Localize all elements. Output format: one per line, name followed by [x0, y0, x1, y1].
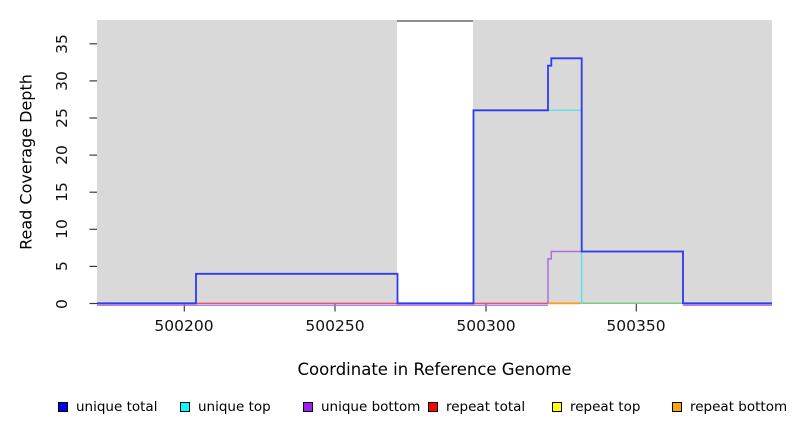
legend-item-repeat-top: repeat top — [552, 399, 641, 415]
legend-swatch-unique-bottom-icon — [303, 402, 313, 412]
legend-swatch-unique-total-icon — [58, 402, 68, 412]
y-tick-label: 5 — [53, 261, 71, 272]
x-tick-label: 500250 — [305, 317, 365, 335]
legend-item-repeat-bottom: repeat bottom — [672, 399, 788, 415]
x-axis-title: Coordinate in Reference Genome — [297, 360, 572, 379]
y-axis-ticks — [89, 43, 97, 305]
legend-label: unique top — [198, 399, 271, 415]
y-tick-label: 20 — [53, 145, 71, 165]
y-tick-label: 35 — [53, 33, 71, 54]
legend-item-unique-bottom: unique bottom — [303, 399, 421, 415]
x-axis-ticks — [183, 304, 637, 312]
x-tick-label: 500300 — [456, 317, 516, 335]
legend-label: unique total — [76, 399, 158, 415]
y-tick-label: 30 — [53, 71, 71, 91]
y-axis-title: Read Coverage Depth — [16, 74, 36, 250]
legend-item-unique-total: unique total — [58, 399, 158, 415]
legend-swatch-repeat-total-icon — [428, 402, 438, 412]
y-tick-label: 25 — [53, 108, 71, 128]
y-tick-label: 0 — [53, 298, 71, 309]
legend-swatch-unique-top-icon — [180, 402, 190, 412]
legend-swatch-repeat-top-icon — [552, 402, 562, 412]
x-tick-label: 500200 — [154, 317, 214, 335]
legend-label: unique bottom — [321, 399, 421, 415]
legend-label: repeat total — [446, 399, 526, 415]
legend-label: repeat top — [570, 399, 641, 415]
plot-panel — [97, 20, 772, 304]
legend-item-repeat-total: repeat total — [428, 399, 526, 415]
x-tick-label: 500350 — [606, 317, 666, 335]
background-gap-band — [397, 20, 473, 304]
legend-swatch-repeat-bottom-icon — [672, 402, 682, 412]
y-tick-label: 10 — [53, 219, 71, 240]
legend-label: repeat bottom — [690, 399, 788, 415]
legend-item-unique-top: unique top — [180, 399, 271, 415]
y-tick-label: 15 — [53, 182, 71, 203]
